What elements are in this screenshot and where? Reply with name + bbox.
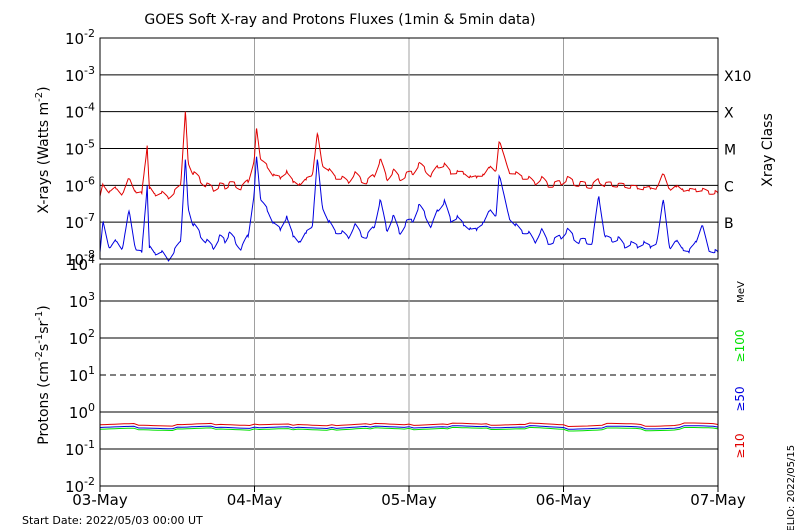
proton-y-tick-label: 101	[69, 364, 95, 385]
proton-y-tick-label: 10-2	[65, 475, 95, 496]
proton-label-ge10: ≥10	[733, 433, 747, 458]
credit-label: HELIO: 2022/05/15	[786, 445, 797, 530]
xray-y-tick-label: 10-5	[65, 138, 95, 159]
xray-class-m: M	[724, 143, 736, 159]
proton-label-ge100: ≥100	[733, 330, 747, 363]
xray-class-b: B	[724, 216, 734, 232]
proton-p50-line	[99, 425, 719, 430]
xray-y-tick-label: 10-3	[65, 64, 95, 85]
proton-y-tick-label: 10-1	[65, 438, 95, 459]
chart-title: GOES Soft X-ray and Protons Fluxes (1min…	[144, 12, 535, 28]
xray-series	[99, 111, 719, 262]
proton-grid	[100, 263, 718, 487]
proton-y-ticks: 10-2 10-1 100 101 102 103 104	[65, 253, 95, 496]
xray-short-line	[99, 156, 719, 262]
xray-class-labels: B C M X X10	[724, 69, 751, 232]
x-tick-label: 03-May	[72, 491, 128, 509]
xray-y-ticks: 10-8 10-7 10-6 10-5 10-4 10-3 10-2	[65, 27, 95, 269]
xray-class-x10: X10	[724, 69, 751, 85]
xray-y-axis-label: X-rays (Watts m-2)	[34, 86, 52, 213]
x-axis-ticks: 03-May 04-May 05-May 06-May 07-May	[72, 486, 746, 509]
x-tick-label: 06-May	[536, 491, 592, 509]
proton-y-tick-label: 104	[69, 253, 95, 274]
proton-energy-unit: MeV	[736, 281, 747, 303]
xray-y-tick-label: 10-4	[65, 101, 95, 122]
xray-y-tick-label: 10-7	[65, 211, 95, 232]
proton-label-ge50: ≥50	[733, 386, 747, 411]
xray-class-c: C	[724, 179, 734, 195]
xray-class-x: X	[724, 106, 734, 122]
proton-series	[99, 422, 719, 432]
proton-energy-labels: MeV ≥100 ≥50 ≥10	[733, 281, 747, 459]
xray-y-tick-label: 10-6	[65, 174, 95, 195]
xray-long-line	[99, 111, 719, 200]
proton-y-axis-label: Protons (cm-2s-1sr-1)	[34, 305, 52, 444]
xray-y-tick-label: 10-8	[65, 248, 95, 269]
xray-panel-frame	[99, 37, 719, 260]
x-tick-label: 05-May	[381, 491, 437, 509]
proton-p100-line	[99, 426, 719, 432]
xray-y-tick-label: 10-2	[65, 27, 95, 48]
x-tick-label: 04-May	[227, 491, 283, 509]
xray-class-axis-label: Xray Class	[760, 113, 776, 187]
xray-grid	[100, 37, 718, 260]
proton-y-tick-label: 103	[69, 290, 95, 311]
start-date-label: Start Date: 2022/05/03 00:00 UT	[22, 514, 203, 527]
proton-y-tick-label: 100	[69, 401, 95, 422]
proton-y-tick-label: 102	[69, 327, 95, 348]
proton-p10-line	[99, 422, 719, 428]
x-tick-label: 07-May	[690, 491, 746, 509]
